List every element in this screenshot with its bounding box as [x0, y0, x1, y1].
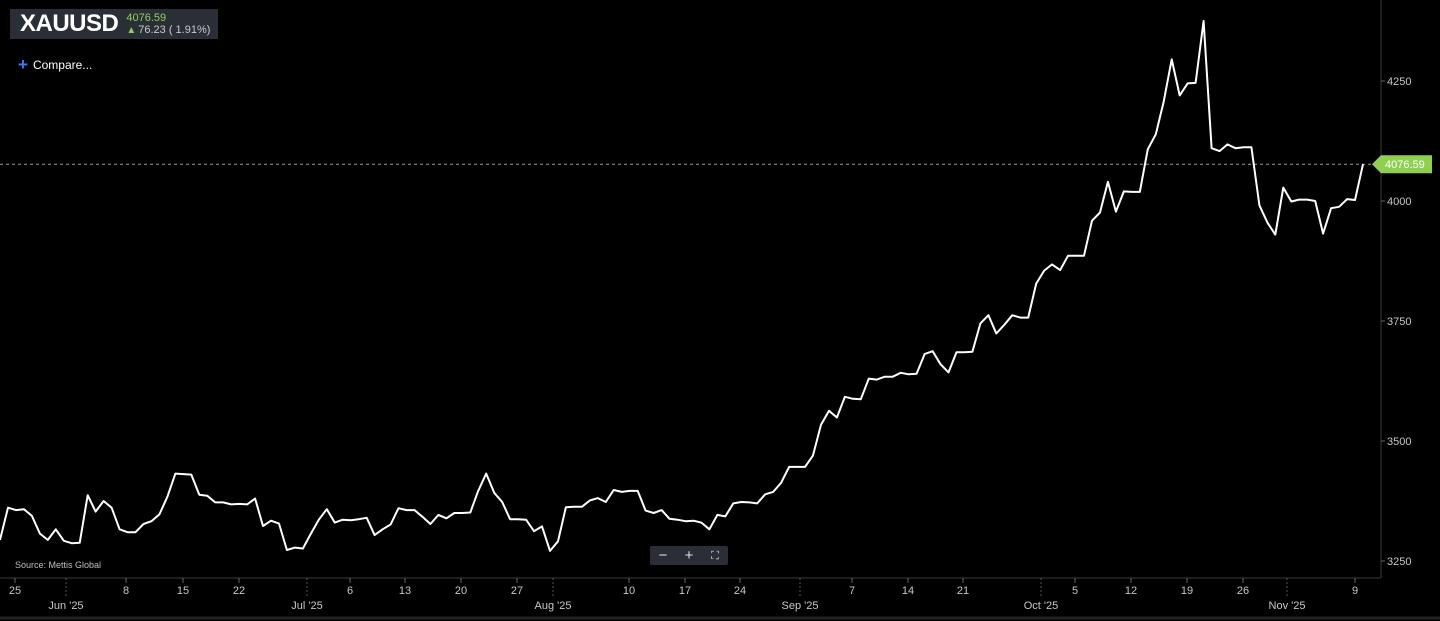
x-tick-label: 26 — [1237, 585, 1249, 597]
zoom-controls: − + ⛶ — [650, 546, 728, 565]
x-tick-label: 6 — [347, 585, 353, 597]
x-tick-label: 24 — [734, 585, 746, 597]
x-tick-label: 9 — [1352, 585, 1358, 597]
y-tick-label: 4250 — [1387, 76, 1411, 88]
y-tick-label: 3500 — [1387, 436, 1411, 448]
x-tick-label: 13 — [399, 585, 411, 597]
y-tick-label: 4000 — [1387, 196, 1411, 208]
last-price-badge-label: 4076.59 — [1385, 159, 1425, 171]
symbol-header: XAUUSD 4076.59 ▲ 76.23 ( 1.91%) — [10, 9, 219, 39]
arrow-up-icon: ▲ — [126, 24, 137, 36]
x-tick-label: 17 — [679, 585, 691, 597]
x-tick-label: 25 — [9, 585, 21, 597]
last-price: 4076.59 — [126, 11, 167, 24]
zoom-in-button[interactable]: + — [684, 546, 694, 564]
x-month-label: Sep '25 — [782, 600, 819, 612]
source-label: Source: Mettis Global — [15, 560, 102, 570]
price-block: 4076.59 ▲ 76.23 ( 1.91%) — [126, 12, 210, 37]
fit-screen-button[interactable]: ⛶ — [711, 549, 719, 562]
x-tick-label: 10 — [623, 585, 635, 597]
symbol-title: XAUUSD — [20, 10, 119, 37]
x-month-label: Jul '25 — [291, 600, 322, 612]
x-tick-label: 27 — [511, 585, 523, 597]
y-tick-label: 3750 — [1387, 316, 1411, 328]
x-tick-label: 22 — [233, 585, 245, 597]
x-tick-label: 5 — [1072, 585, 1078, 597]
x-tick-label: 12 — [1125, 585, 1137, 597]
price-change-value: 76.23 ( 1.91%) — [138, 23, 211, 36]
price-change: ▲ 76.23 ( 1.91%) — [126, 24, 210, 37]
last-price-badge: 4076.59 — [1372, 155, 1432, 174]
compare-label: Compare... — [32, 58, 93, 72]
zoom-out-button[interactable]: − — [658, 546, 668, 564]
x-month-label: Jun '25 — [48, 600, 83, 612]
x-tick-label: 8 — [123, 585, 129, 597]
series-line-xauusd — [0, 20, 1364, 552]
x-month-label: Oct '25 — [1024, 600, 1059, 612]
x-tick-label: 19 — [1181, 585, 1193, 597]
x-tick-label: 15 — [177, 585, 189, 597]
x-tick-label: 20 — [455, 585, 467, 597]
last-price-badge-shape — [1372, 155, 1432, 174]
x-tick-label: 7 — [849, 585, 855, 597]
y-tick-label: 3250 — [1387, 556, 1411, 568]
x-axis-ticks: 25 8 15 22 6 13 20 27 10 17 24 7 14 21 5 12 19 26 9 Jun '25… — [9, 578, 1358, 612]
x-tick-label: 14 — [902, 585, 914, 597]
x-tick-label: 21 — [957, 585, 969, 597]
y-axis-ticks: 3250 3500 3750 4000 4250 — [1381, 76, 1411, 568]
x-month-label: Nov '25 — [1269, 600, 1306, 612]
x-month-label: Aug '25 — [535, 600, 572, 612]
compare-button[interactable]: + Compare... — [18, 55, 93, 74]
plus-icon: + — [18, 55, 28, 74]
